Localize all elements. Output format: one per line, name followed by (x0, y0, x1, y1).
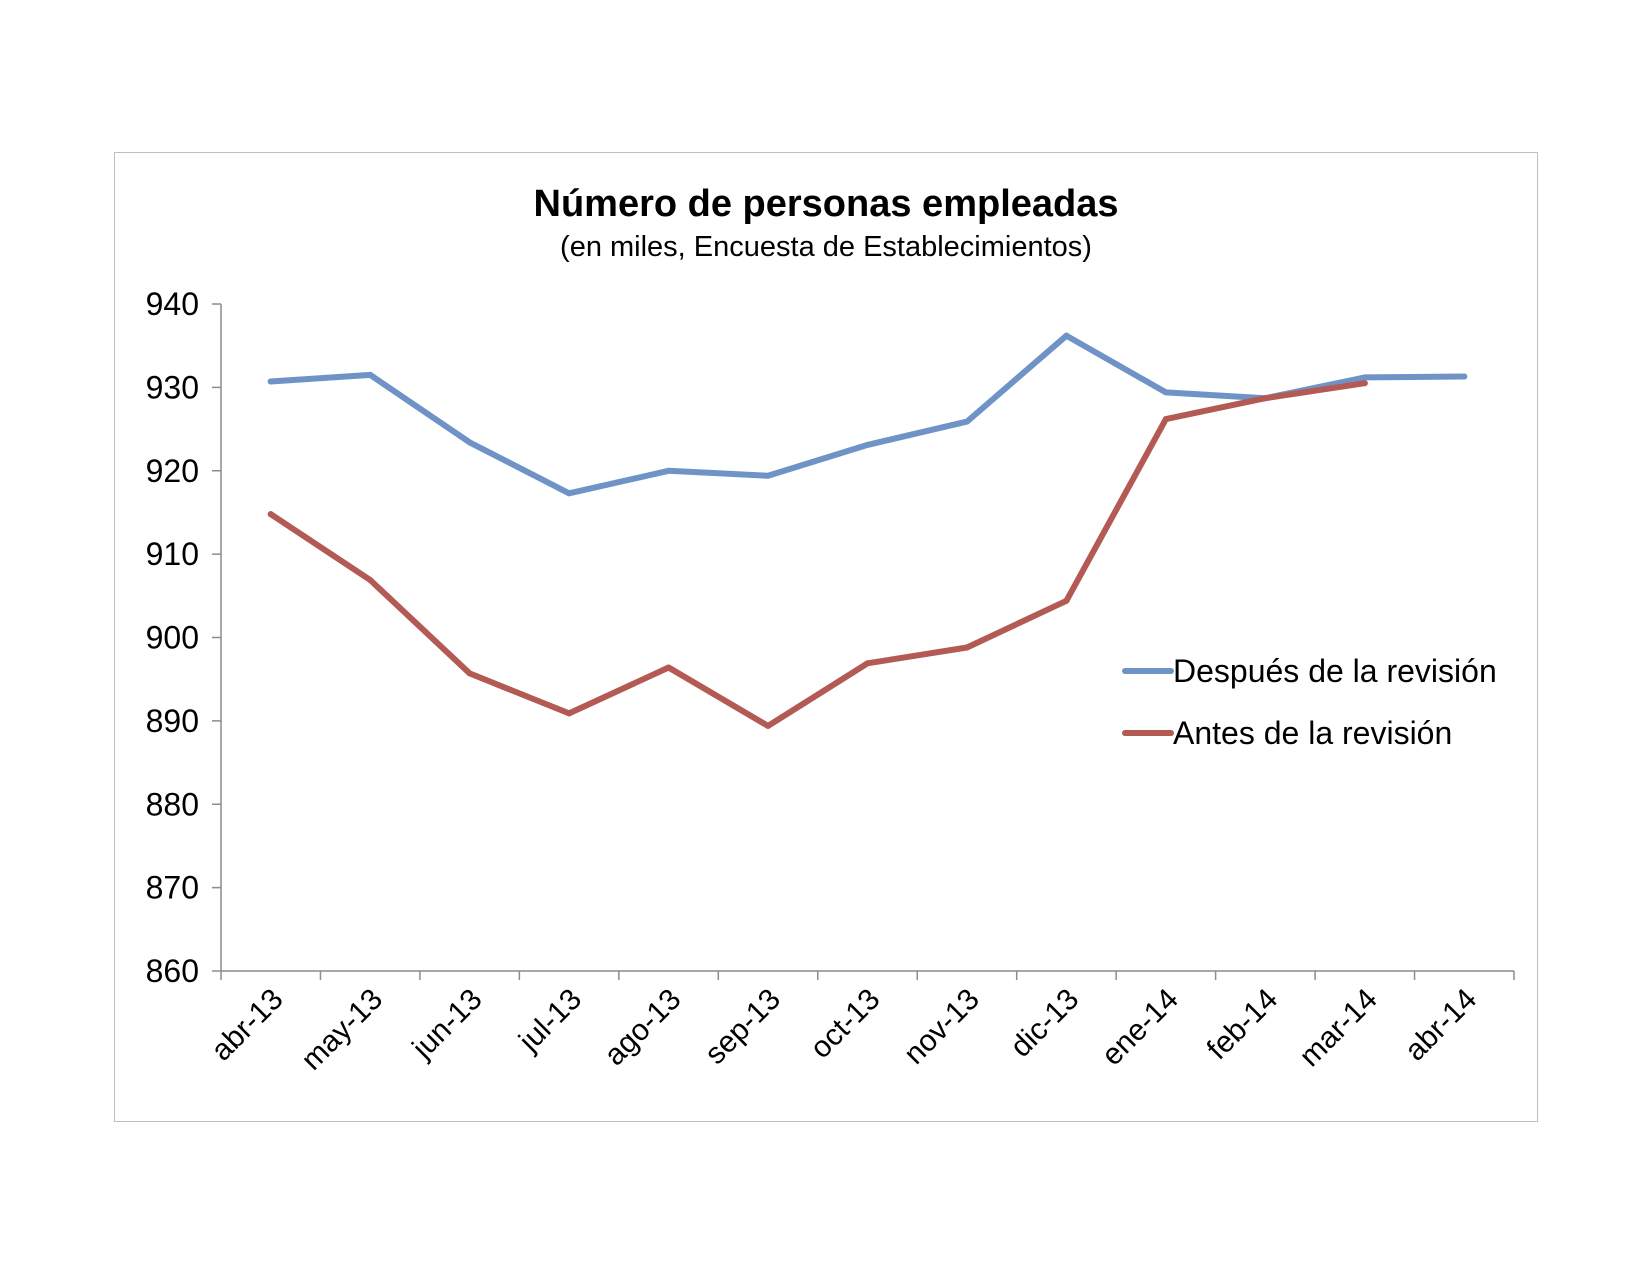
data-point (1361, 380, 1368, 387)
data-point (665, 664, 672, 671)
data-point (765, 722, 772, 729)
x-tick-label: nov-13 (898, 983, 986, 1071)
y-tick-label: 930 (146, 369, 199, 405)
y-tick-label: 940 (146, 286, 199, 322)
x-tick-label: feb-14 (1201, 983, 1284, 1066)
data-point (1361, 374, 1368, 381)
data-point (864, 441, 871, 448)
y-tick-label: 920 (146, 453, 199, 489)
x-tick-label: mar-14 (1293, 983, 1384, 1074)
data-point (1063, 332, 1070, 339)
legend-label-1: Antes de la revisión (1173, 715, 1452, 751)
data-point (466, 439, 473, 446)
y-tick-label: 860 (146, 953, 199, 989)
data-point (963, 644, 970, 651)
data-point (267, 378, 274, 385)
data-point (1262, 395, 1269, 402)
data-point (665, 467, 672, 474)
y-tick-label: 880 (146, 786, 199, 822)
data-point (267, 511, 274, 518)
data-point (566, 490, 573, 497)
x-tick-label: ene-14 (1095, 983, 1184, 1072)
x-tick-label: abr-14 (1399, 983, 1484, 1068)
x-tick-label: sep-13 (699, 983, 787, 1071)
data-point (1063, 597, 1070, 604)
x-tick-label: jul-13 (512, 983, 588, 1059)
y-tick-label: 900 (146, 620, 199, 656)
chart-subtitle: (en miles, Encuesta de Establecimientos) (560, 231, 1092, 263)
series-line-1 (267, 380, 1368, 729)
data-point (1162, 416, 1169, 423)
x-tick-label: dic-13 (1004, 983, 1085, 1064)
data-point (963, 418, 970, 425)
x-tick-label: may-13 (295, 983, 389, 1077)
data-point (367, 371, 374, 378)
y-tick-label: 890 (146, 703, 199, 739)
data-point (367, 576, 374, 583)
x-tick-label: ago-13 (598, 983, 687, 1072)
x-tick-label: oct-13 (804, 983, 886, 1065)
x-tick-label: abr-13 (205, 983, 290, 1068)
y-tick-label: 910 (146, 536, 199, 572)
legend: Después de la revisión Antes de la revisi… (1122, 653, 1497, 751)
data-point (1162, 389, 1169, 396)
series-lines (267, 332, 1468, 729)
data-point (466, 670, 473, 677)
data-point (765, 472, 772, 479)
x-tick-label: jun-13 (406, 983, 489, 1066)
series-line-0 (267, 332, 1468, 497)
data-point (566, 710, 573, 717)
chart-title: Número de personas empleadas (534, 183, 1119, 225)
data-point (864, 660, 871, 667)
legend-label-0: Después de la revisión (1173, 653, 1497, 689)
y-tick-label: 870 (146, 870, 199, 906)
data-point (1461, 373, 1468, 380)
chart-frame (114, 152, 1538, 1122)
